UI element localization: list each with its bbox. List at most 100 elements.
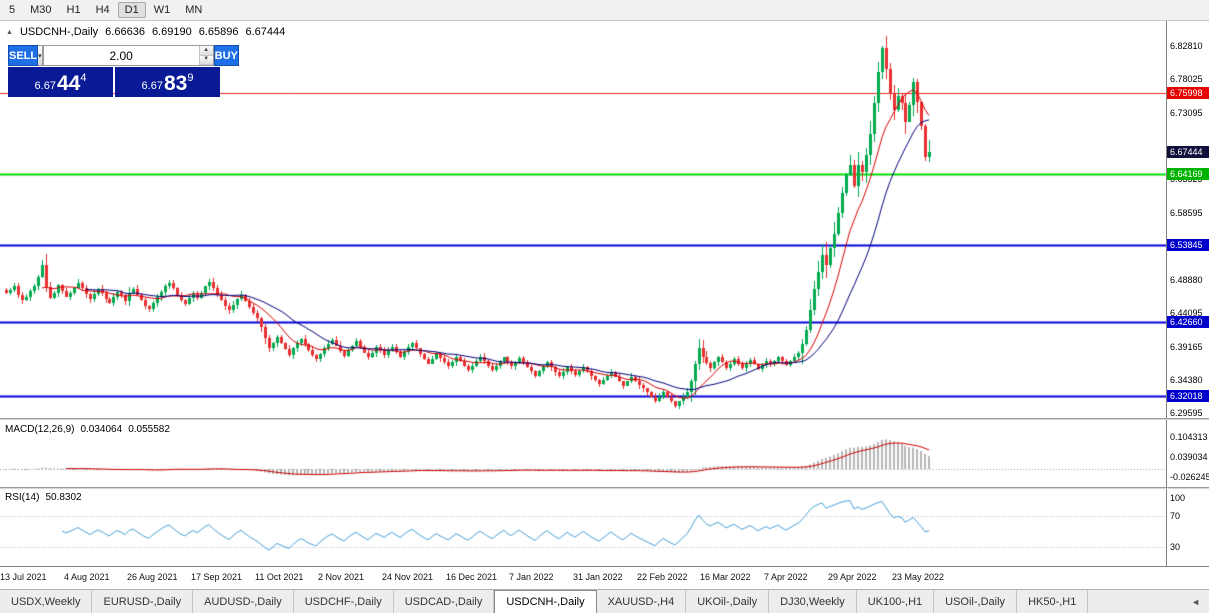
date-label: 22 Feb 2022: [637, 572, 688, 582]
axis-tick-label: 6.82810: [1170, 41, 1203, 51]
price-axis[interactable]: 6.828106.780256.730956.635256.585956.488…: [1166, 21, 1209, 566]
ohlc-close-value: 6.67444: [245, 26, 286, 38]
date-label: 29 Apr 2022: [828, 572, 877, 582]
date-label: 24 Nov 2021: [382, 572, 434, 582]
axis-tick-label: 6.44095: [1170, 308, 1203, 318]
axis-tick-label: 30: [1170, 542, 1181, 552]
date-label: 31 Jan 2022: [573, 572, 623, 582]
timeframe-button-w1[interactable]: W1: [153, 4, 171, 16]
date-label: 17 Sep 2021: [191, 572, 243, 582]
date-label: 16 Dec 2021: [446, 572, 498, 582]
rsi-label: RSI(14): [5, 492, 40, 503]
volume-decrease-button[interactable]: ▼: [199, 55, 213, 65]
timeframe-button-d1[interactable]: D1: [117, 2, 146, 18]
sell-price-display[interactable]: 6.67 44 4: [8, 67, 113, 97]
macd-indicator-canvas[interactable]: [0, 420, 1166, 487]
chart-tab-dj30-weekly[interactable]: DJ30,Weekly: [769, 590, 857, 613]
trade-prices-row: 6.67 44 4 6.67 83 9: [8, 67, 220, 97]
macd-panel-splitter[interactable]: [0, 418, 1209, 420]
buy-price-pipette: 9: [187, 72, 194, 84]
buy-price-display[interactable]: 6.67 83 9: [115, 67, 220, 97]
chart-tab-usdx-weekly[interactable]: USDX,Weekly: [0, 590, 93, 613]
spinner-up-icon: ▲: [203, 46, 210, 53]
chart-tab-hk50-h1[interactable]: HK50-,H1: [1017, 590, 1089, 613]
timeframe-button-5[interactable]: 5: [9, 4, 16, 16]
one-click-trading-panel: SELL ▾ ▲ ▼ BUY 6.67 44 4 6.67 83: [8, 45, 239, 97]
macd-label: MACD(12,26,9): [5, 424, 75, 435]
axis-tick-label: 0.039034: [1170, 452, 1208, 462]
scroll-left-icon: ◄: [1191, 596, 1200, 607]
chart-tab-usdcad-daily[interactable]: USDCAD-,Daily: [394, 590, 495, 613]
chart-tab-eurusd-daily[interactable]: EURUSD-,Daily: [92, 590, 194, 613]
chart-tab-ukoil-daily[interactable]: UKOil-,Daily: [686, 590, 770, 613]
axis-tick-label: 6.58595: [1170, 208, 1203, 218]
dropdown-arrow-icon: ▾: [38, 52, 42, 60]
price-badge: 6.53845: [1167, 239, 1209, 251]
axis-tick-label: 6.34380: [1170, 375, 1203, 385]
volume-stepper: ▲ ▼: [198, 46, 213, 65]
ohlc-high-value: 6.69190: [151, 26, 192, 38]
date-label: 16 Mar 2022: [700, 572, 751, 582]
price-badge: 6.67444: [1167, 146, 1209, 158]
axis-tick-label: 0.104313: [1170, 432, 1208, 442]
buy-price-pips: 83: [163, 72, 188, 95]
chart-tab-bar: USDX,Weekly EURUSD-,Daily AUDUSD-,Daily USD…: [0, 589, 1209, 613]
price-badge: 6.75998: [1167, 87, 1209, 99]
timeframe-button-h1[interactable]: H1: [66, 4, 81, 16]
axis-tick-label: 6.48880: [1170, 275, 1203, 285]
rsi-indicator-canvas[interactable]: [0, 489, 1166, 566]
date-label: 11 Oct 2021: [255, 572, 304, 582]
chart-tab-usdchf-daily[interactable]: USDCHF-,Daily: [294, 590, 394, 613]
chart-tabs: USDX,Weekly EURUSD-,Daily AUDUSD-,Daily USD…: [0, 590, 1089, 613]
rsi-value: 50.8302: [45, 492, 82, 503]
chart-tab-xauusd-h4[interactable]: XAUUSD-,H4: [597, 590, 687, 613]
date-label: 23 May 2022: [892, 572, 945, 582]
macd-main-value: 0.034064: [80, 424, 123, 435]
axis-tick-label: 6.29595: [1170, 408, 1203, 418]
sell-price-pips: 44: [56, 72, 81, 95]
trade-controls-row: SELL ▾ ▲ ▼ BUY: [8, 45, 239, 66]
date-label: 13 Jul 2021: [0, 572, 47, 582]
date-label: 4 Aug 2021: [64, 572, 110, 582]
volume-dropdown-button[interactable]: ▾: [38, 45, 43, 66]
rsi-header: RSI(14) 50.8302: [5, 492, 82, 503]
symbol-marker-icon: ▲: [6, 28, 13, 36]
timeframe-button-group: 5 M30 H1 H4 D1 W1 MN: [2, 2, 209, 18]
ohlc-low-value: 6.65896: [198, 26, 239, 38]
volume-increase-button[interactable]: ▲: [199, 46, 213, 56]
volume-input[interactable]: [43, 46, 199, 65]
ohlc-open-value: 6.66636: [105, 26, 145, 38]
date-label: 7 Apr 2022: [764, 572, 808, 582]
price-badge: 6.64169: [1167, 168, 1209, 180]
sell-button[interactable]: SELL: [8, 45, 39, 66]
axis-tick-label: 70: [1170, 511, 1181, 521]
sell-price-pipette: 4: [80, 72, 87, 84]
timeframe-button-h4[interactable]: H4: [95, 4, 110, 16]
chart-symbol-label: USDCNH-,Daily: [19, 26, 99, 38]
rsi-panel-splitter[interactable]: [0, 487, 1209, 489]
axis-tick-label: 6.78025: [1170, 74, 1203, 84]
date-label: 7 Jan 2022: [509, 572, 554, 582]
chart-tab-usoil-daily[interactable]: USOil-,Daily: [934, 590, 1018, 613]
axis-tick-label: 6.73095: [1170, 108, 1203, 118]
sell-price-bigfigure: 6.67: [34, 80, 56, 92]
axis-tick-label: -0.026245: [1170, 472, 1209, 482]
chart-tab-uk100-h1[interactable]: UK100-,H1: [857, 590, 935, 613]
buy-price-bigfigure: 6.67: [141, 80, 163, 92]
time-axis[interactable]: 13 Jul 2021 4 Aug 2021 26 Aug 2021 17 Sep 2…: [0, 566, 1209, 589]
timeframe-button-mn[interactable]: MN: [185, 4, 203, 16]
chart-tab-audusd-daily[interactable]: AUDUSD-,Daily: [193, 590, 294, 613]
axis-tick-label: 6.39165: [1170, 342, 1203, 352]
macd-signal-value: 0.055582: [128, 424, 170, 435]
chart-tab-usdcnh-daily[interactable]: USDCNH-,Daily: [494, 590, 597, 613]
tab-scroll-left-button[interactable]: ◄: [1182, 590, 1209, 613]
chart-ohlc-header: ▲ USDCNH-,Daily 6.66636 6.69190 6.65896 …: [6, 26, 285, 38]
date-label: 26 Aug 2021: [127, 572, 178, 582]
macd-header: MACD(12,26,9) 0.034064 0.055582: [5, 424, 170, 435]
buy-button[interactable]: BUY: [213, 45, 239, 66]
volume-box: ▲ ▼: [42, 45, 214, 66]
timeframe-toolbar: 5 M30 H1 H4 D1 W1 MN: [0, 0, 1209, 21]
timeframe-button-m30[interactable]: M30: [30, 4, 52, 16]
spinner-down-icon: ▼: [203, 56, 210, 63]
